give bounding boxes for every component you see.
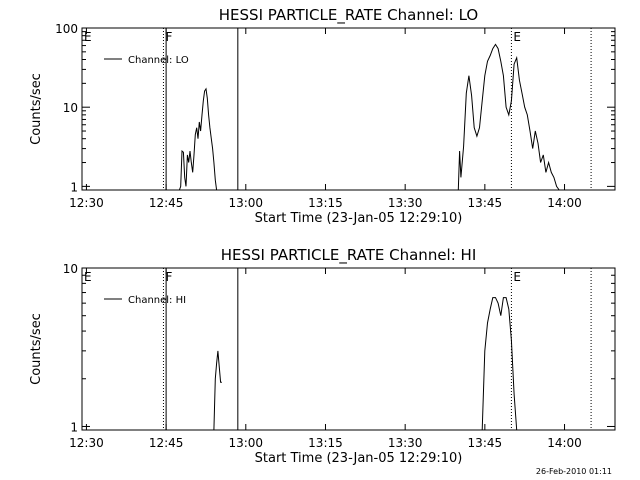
chart-title: HESSI PARTICLE_RATE Channel: LO — [219, 6, 478, 25]
x-axis-title: Start Time (23-Jan-05 12:29:10) — [255, 211, 463, 226]
chart-2: HESSI PARTICLE_RATE Channel: HI 12:30 12:4… — [29, 246, 616, 466]
series-line — [481, 297, 518, 431]
x-tick-label: 13:45 — [468, 196, 503, 210]
x-tick-label: 13:00 — [228, 196, 263, 210]
legend-entry: Channel: LO — [128, 55, 189, 66]
x-tick-label: 14:00 — [547, 196, 582, 210]
event-marker-label: E — [513, 30, 521, 44]
x-tick-label: 13:15 — [308, 196, 343, 210]
x-tick-label: 13:00 — [228, 436, 263, 450]
y-tick-label: 1 — [70, 180, 78, 194]
y-tick-label: 10 — [63, 262, 78, 276]
event-marker-label: E — [84, 30, 92, 44]
x-tick-label: 13:30 — [388, 196, 423, 210]
y-tick-label: 1 — [70, 420, 78, 434]
plot-frame — [81, 267, 616, 431]
series-line — [457, 43, 560, 191]
footer-stamp: 26-Feb-2010 01:11 — [536, 467, 612, 476]
x-tick-label: 12:30 — [69, 436, 104, 450]
x-tick-label: 13:15 — [308, 436, 343, 450]
event-marker-label: F — [165, 30, 172, 44]
y-axis-title: Counts/sec — [29, 313, 44, 385]
x-tick-label: 14:00 — [547, 436, 582, 450]
y-tick-label: 10 — [63, 101, 78, 115]
x-axis-title: Start Time (23-Jan-05 12:29:10) — [255, 451, 463, 466]
x-tick-label: 13:45 — [468, 436, 503, 450]
legend-entry: Channel: HI — [128, 295, 186, 306]
x-tick-label: 12:45 — [149, 196, 184, 210]
series-line — [178, 87, 218, 191]
chart-title: HESSI PARTICLE_RATE Channel: HI — [221, 246, 477, 265]
y-tick-label: 100 — [55, 22, 78, 36]
plot-frame — [81, 27, 616, 191]
event-marker-label: E — [84, 270, 92, 284]
series-line — [213, 350, 222, 431]
y-axis-title: Counts/sec — [29, 73, 44, 145]
event-marker-label: E — [513, 270, 521, 284]
x-tick-label: 13:30 — [388, 436, 423, 450]
x-tick-label: 12:45 — [149, 436, 184, 450]
chart-1: HESSI PARTICLE_RATE Channel: LO 12:30 12:4… — [29, 6, 616, 226]
x-tick-label: 12:30 — [69, 196, 104, 210]
event-marker-label: F — [165, 270, 172, 284]
